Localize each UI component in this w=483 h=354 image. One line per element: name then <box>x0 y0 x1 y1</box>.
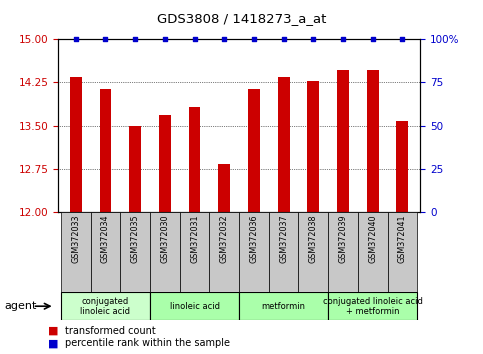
Bar <box>159 115 171 212</box>
Point <box>369 36 377 42</box>
Bar <box>188 107 200 212</box>
Bar <box>358 212 387 292</box>
Text: GSM372033: GSM372033 <box>71 215 80 263</box>
Point <box>101 36 109 42</box>
Point <box>131 36 139 42</box>
Bar <box>180 212 210 292</box>
Bar <box>150 212 180 292</box>
Text: GSM372040: GSM372040 <box>368 215 377 263</box>
Bar <box>218 164 230 212</box>
Bar <box>298 212 328 292</box>
Point <box>72 36 80 42</box>
Bar <box>328 212 358 292</box>
Bar <box>397 121 408 212</box>
Text: agent: agent <box>5 301 37 311</box>
Bar <box>91 212 120 292</box>
Bar <box>210 212 239 292</box>
Bar <box>150 292 239 320</box>
Bar <box>61 292 150 320</box>
Text: GSM372036: GSM372036 <box>249 215 258 263</box>
Point <box>250 36 258 42</box>
Bar <box>239 292 328 320</box>
Point <box>161 36 169 42</box>
Text: GSM372032: GSM372032 <box>220 215 229 263</box>
Bar <box>387 212 417 292</box>
Bar <box>129 126 141 212</box>
Text: GSM372034: GSM372034 <box>101 215 110 263</box>
Text: GSM372031: GSM372031 <box>190 215 199 263</box>
Point <box>339 36 347 42</box>
Text: GDS3808 / 1418273_a_at: GDS3808 / 1418273_a_at <box>157 12 326 25</box>
Text: GSM372030: GSM372030 <box>160 215 170 263</box>
Bar <box>70 76 82 212</box>
Text: linoleic acid: linoleic acid <box>170 302 220 311</box>
Text: GSM372041: GSM372041 <box>398 215 407 263</box>
Text: GSM372038: GSM372038 <box>309 215 318 263</box>
Point <box>310 36 317 42</box>
Bar <box>120 212 150 292</box>
Text: conjugated linoleic acid
+ metformin: conjugated linoleic acid + metformin <box>323 297 423 316</box>
Bar <box>328 292 417 320</box>
Text: ■: ■ <box>48 338 59 348</box>
Point <box>191 36 199 42</box>
Bar <box>367 70 379 212</box>
Text: GSM372039: GSM372039 <box>339 215 347 263</box>
Bar <box>248 89 260 212</box>
Text: percentile rank within the sample: percentile rank within the sample <box>65 338 230 348</box>
Point <box>398 36 406 42</box>
Bar <box>239 212 269 292</box>
Text: GSM372037: GSM372037 <box>279 215 288 263</box>
Bar <box>307 81 319 212</box>
Bar <box>278 76 290 212</box>
Bar <box>61 212 91 292</box>
Bar <box>99 89 112 212</box>
Bar <box>269 212 298 292</box>
Bar <box>337 70 349 212</box>
Text: ■: ■ <box>48 326 59 336</box>
Text: transformed count: transformed count <box>65 326 156 336</box>
Point <box>280 36 287 42</box>
Point <box>220 36 228 42</box>
Text: GSM372035: GSM372035 <box>131 215 140 263</box>
Text: metformin: metformin <box>262 302 306 311</box>
Text: conjugated
linoleic acid: conjugated linoleic acid <box>81 297 130 316</box>
